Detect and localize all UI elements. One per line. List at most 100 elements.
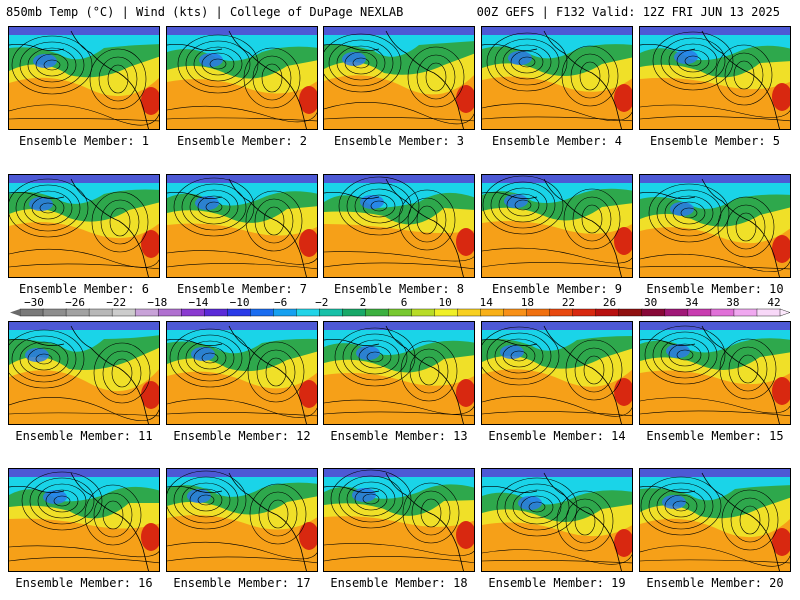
colorbar-swatch: [227, 308, 252, 317]
colorbar-tick-label: 30: [644, 296, 657, 309]
colorbar-swatch: [411, 308, 436, 317]
colorbar-swatch: [157, 308, 182, 317]
heat-core: [299, 522, 317, 550]
coastline: [482, 191, 538, 199]
cold-core: [352, 488, 376, 502]
cold-core: [360, 195, 384, 209]
heat-core: [299, 229, 317, 257]
cold-band: [167, 27, 317, 61]
ensemble-member-map: [323, 26, 475, 130]
arctic-edge: [167, 27, 317, 35]
coastline: [9, 43, 65, 51]
coastline: [9, 338, 65, 346]
cold-core: [342, 52, 366, 66]
cold-core: [674, 50, 698, 64]
coastline: [701, 325, 780, 424]
ensemble-member-map: [639, 321, 791, 425]
heat-core: [772, 83, 790, 111]
colorbar-tick-label: −10: [230, 296, 250, 309]
heat-core: [614, 227, 632, 255]
ensemble-member-label: Ensemble Member: 19: [488, 576, 626, 590]
height-contours: [167, 34, 317, 123]
colorbar-swatch: [503, 308, 528, 317]
coastline: [167, 485, 223, 493]
map-title: 850mb Temp (°C) | Wind (kts) | College o…: [6, 5, 404, 19]
cold-core: [195, 196, 219, 210]
colorbar-tick-label: 34: [685, 296, 699, 309]
ensemble-member-map: [639, 174, 791, 278]
colorbar-swatch: [618, 308, 643, 317]
ensemble-member-map: [166, 174, 318, 278]
arctic-edge: [640, 27, 790, 35]
arctic-edge: [167, 469, 317, 477]
cold-core: [662, 495, 686, 509]
coastline: [701, 30, 780, 129]
ensemble-member-label: Ensemble Member: 10: [646, 282, 784, 296]
heat-core: [772, 235, 790, 263]
ensemble-member-map: [166, 321, 318, 425]
ensemble-member-label: Ensemble Member: 5: [649, 134, 781, 148]
ensemble-member-map: [8, 174, 160, 278]
arctic-edge: [482, 27, 632, 35]
arctic-edge: [9, 175, 159, 183]
colorbar-swatch: [342, 308, 367, 317]
coastline: [640, 485, 696, 493]
cold-core: [508, 51, 532, 65]
colorbar-swatch: [595, 308, 620, 317]
cold-core: [500, 345, 524, 359]
colorbar-swatch: [42, 308, 67, 317]
coastline: [228, 178, 307, 277]
arctic-edge: [324, 175, 474, 183]
height-contours: [482, 175, 632, 270]
colorbar-swatch: [204, 308, 228, 317]
coastline: [385, 178, 464, 277]
arctic-edge: [324, 27, 474, 35]
ensemble-member-label: Ensemble Member: 17: [173, 576, 311, 590]
temperature-colorbar: −30 −26 −22 −18 −14 −10 −6 −2 2 6 10 14 18 22 26 30 34 38…: [10, 296, 790, 317]
arctic-edge: [640, 322, 790, 330]
cold-core: [29, 197, 53, 211]
cold-core: [666, 344, 690, 358]
cold-band: [9, 27, 159, 60]
coastline: [640, 338, 696, 346]
colorbar-tick-label: −18: [147, 296, 167, 309]
ensemble-member-map: [166, 468, 318, 572]
cold-band: [9, 469, 159, 502]
coastline: [228, 325, 307, 424]
coastline: [228, 472, 307, 571]
cold-band: [640, 27, 790, 61]
colorbar-swatch: [296, 308, 321, 317]
ensemble-member-label: Ensemble Member: 8: [333, 282, 465, 296]
height-contours: [640, 183, 790, 272]
height-contours: [9, 35, 159, 126]
coastline: [70, 178, 149, 277]
colorbar-tick-label: −14: [189, 296, 209, 309]
colorbar-swatch: [319, 308, 344, 317]
colorbar-tick-label: −22: [106, 296, 126, 309]
colorbar-tick-label: −26: [65, 296, 85, 309]
heat-core: [141, 87, 159, 115]
cold-core: [43, 490, 67, 504]
ensemble-member-map: [8, 321, 160, 425]
heat-core: [772, 528, 790, 556]
cold-core: [504, 194, 528, 208]
coastline: [228, 30, 307, 129]
ensemble-member-label: Ensemble Member: 13: [330, 429, 468, 443]
cold-core: [356, 346, 380, 360]
heat-core: [456, 228, 474, 256]
coastline: [167, 43, 223, 51]
ensemble-member-map: [481, 468, 633, 572]
arctic-edge: [9, 322, 159, 330]
coastline: [167, 338, 223, 346]
colorbar-swatch: [549, 308, 574, 317]
colorbar-tick-label: 26: [603, 296, 616, 309]
arctic-edge: [167, 322, 317, 330]
cold-core: [33, 54, 57, 68]
height-contours: [482, 326, 632, 417]
ensemble-member-map: [323, 174, 475, 278]
arctic-edge: [640, 469, 790, 477]
heat-core: [299, 86, 317, 114]
colorbar-tick-label: 42: [767, 296, 780, 309]
height-contours: [9, 329, 159, 421]
ensemble-member-map: [481, 174, 633, 278]
